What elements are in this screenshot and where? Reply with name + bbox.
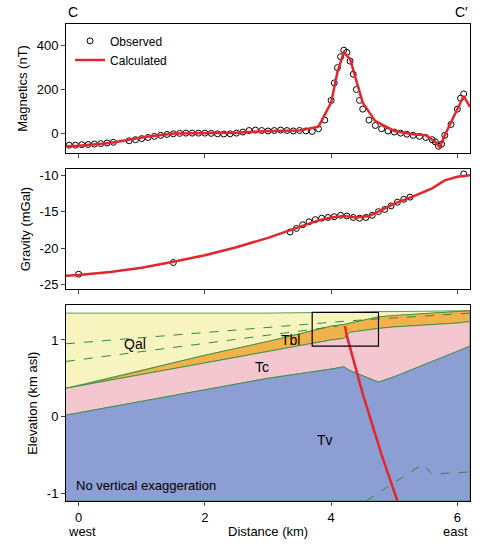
svg-text:C: C [68,4,78,20]
svg-text:0: 0 [51,409,58,424]
svg-text:Elevation (km asl): Elevation (km asl) [25,352,40,455]
svg-text:Distance (km): Distance (km) [228,524,308,539]
svg-text:west: west [68,524,96,539]
svg-text:Gravity (mGal): Gravity (mGal) [18,187,33,271]
svg-text:Magnetics (nT): Magnetics (nT) [15,45,30,132]
svg-text:0: 0 [75,510,82,525]
svg-text:Tbl: Tbl [281,332,300,348]
svg-text:0: 0 [51,126,58,141]
svg-text:400: 400 [37,38,59,53]
svg-text:C′: C′ [455,4,468,20]
svg-text:-20: -20 [40,241,59,256]
svg-text:-15: -15 [40,204,59,219]
svg-text:No vertical exaggeration: No vertical exaggeration [76,478,216,493]
svg-text:200: 200 [37,82,59,97]
svg-text:-1: -1 [47,486,59,501]
svg-text:6: 6 [454,510,461,525]
svg-text:4: 4 [328,510,335,525]
svg-text:1: 1 [51,332,58,347]
svg-text:Qal: Qal [124,336,146,352]
svg-text:-10: -10 [40,168,59,183]
svg-text:-25: -25 [40,277,59,292]
svg-text:Calculated: Calculated [110,54,167,68]
svg-text:Tv: Tv [317,432,333,448]
svg-text:Observed: Observed [110,35,162,49]
svg-text:Tc: Tc [255,359,269,375]
svg-text:east: east [443,524,468,539]
svg-text:2: 2 [201,510,208,525]
